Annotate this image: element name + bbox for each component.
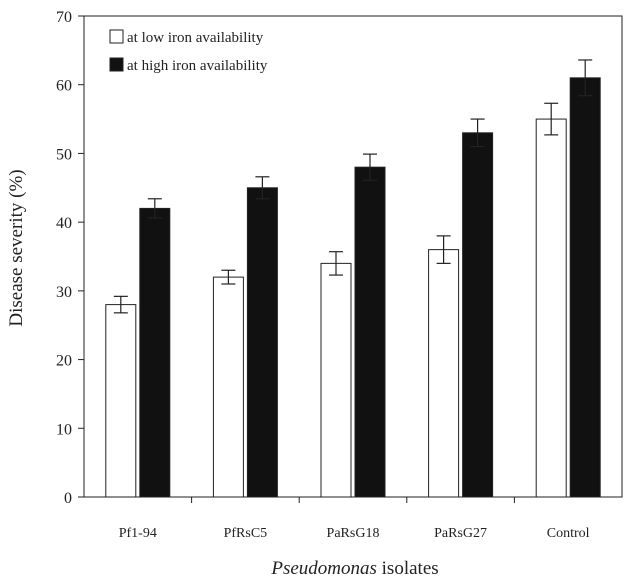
y-tick-label-3: 30 xyxy=(56,284,72,301)
y-axis: 0 10 20 30 40 50 60 70 xyxy=(56,9,84,507)
x-tick-label-3: PaRsG27 xyxy=(434,526,487,541)
legend-swatch-1 xyxy=(109,57,124,72)
bar-s0-3 xyxy=(428,249,460,498)
x-tick-label-0: Pf1-94 xyxy=(119,526,157,541)
bar-s1-3 xyxy=(462,132,494,498)
x-tick-label-1: PfRsC5 xyxy=(224,526,268,541)
bar-s1-4 xyxy=(569,77,601,498)
y-tick-label-1: 10 xyxy=(56,421,72,438)
x-tick-label-4: Control xyxy=(547,526,590,541)
bar-s1-1 xyxy=(246,187,278,498)
y-tick-label-7: 70 xyxy=(56,9,72,26)
y-axis-title: Disease severity (%) xyxy=(6,169,27,326)
legend: at low iron availability at high iron ava… xyxy=(109,29,268,74)
y-tick-label-5: 50 xyxy=(56,146,72,163)
y-tick-label-0: 0 xyxy=(64,490,72,507)
plot-frame xyxy=(83,15,623,498)
x-axis-title: Pseudomonas isolates xyxy=(270,558,438,579)
y-tick-label-2: 20 xyxy=(56,353,72,370)
x-axis-title-rest: isolates xyxy=(377,558,439,579)
x-tick-label-2: PaRsG18 xyxy=(327,526,380,541)
x-axis-title-italic: Pseudomonas xyxy=(270,558,377,579)
plot-area xyxy=(83,15,623,498)
bar-s0-0 xyxy=(105,304,137,498)
x-axis: Pf1-94 PfRsC5 PaRsG18 PaRsG27 Control xyxy=(119,497,590,541)
bar-s0-1 xyxy=(212,276,244,498)
bar-s0-2 xyxy=(320,262,352,498)
y-tick-label-6: 60 xyxy=(56,78,72,95)
bar-s0-4 xyxy=(535,118,567,498)
bar-s1-2 xyxy=(354,166,386,498)
legend-label-1: at high iron availability xyxy=(127,58,268,74)
bar-s1-0 xyxy=(139,207,171,498)
y-tick-label-4: 40 xyxy=(56,215,72,232)
legend-label-0: at low iron availability xyxy=(127,30,264,46)
bars xyxy=(105,59,601,498)
legend-swatch-0 xyxy=(109,29,124,44)
